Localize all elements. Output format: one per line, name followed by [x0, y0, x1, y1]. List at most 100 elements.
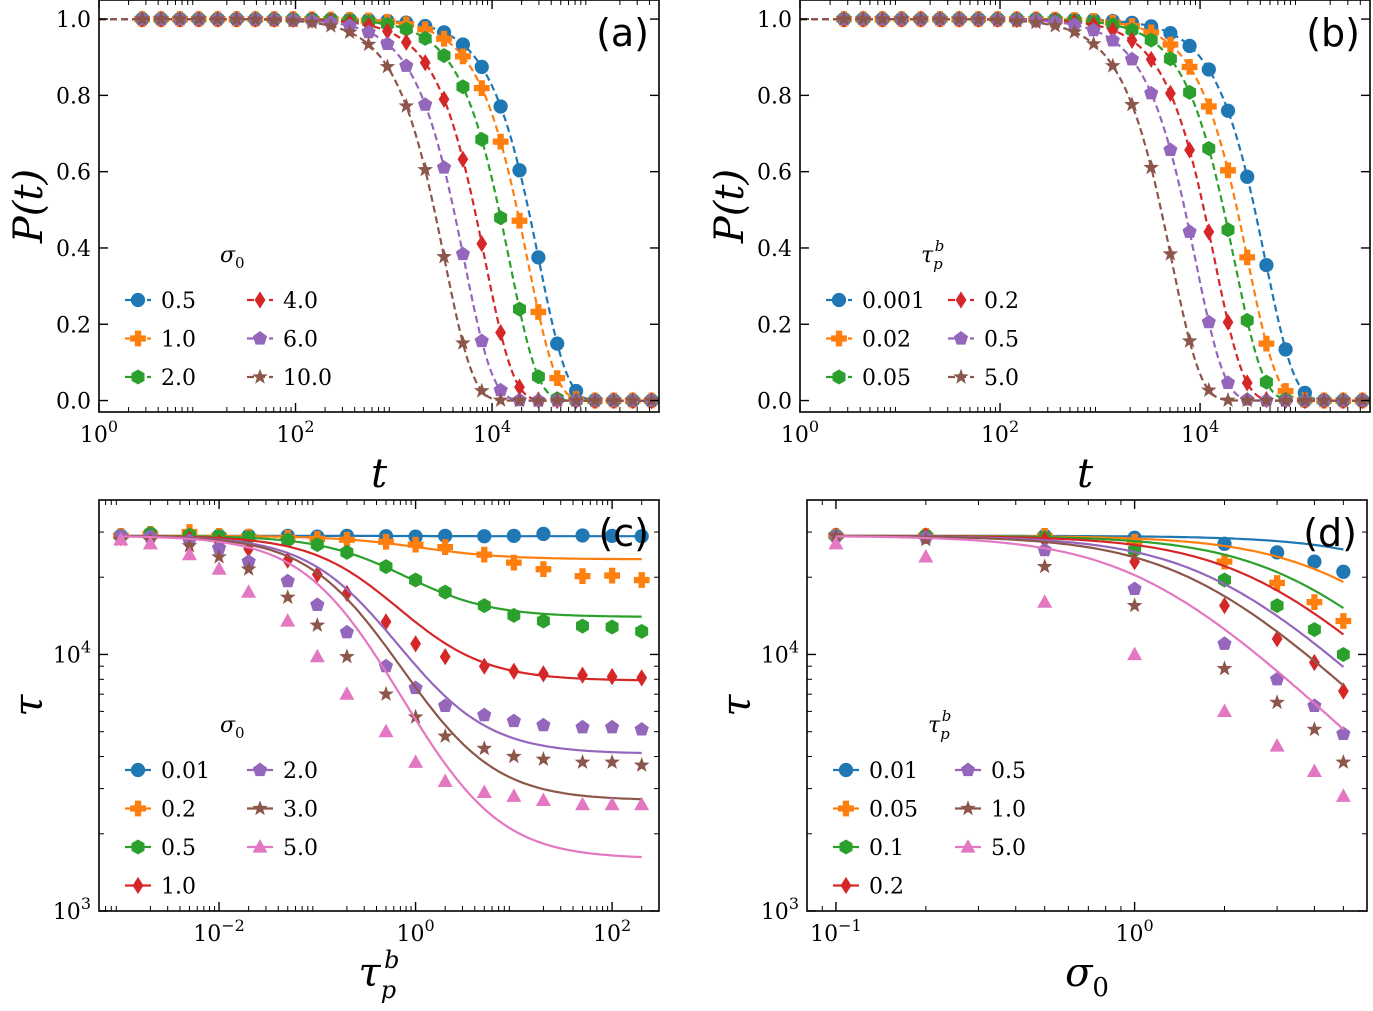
data-point-2.0: [437, 48, 451, 64]
data-point-5.0: [476, 784, 492, 798]
data-point-5.0: [575, 796, 590, 811]
data-point-0.5: [1270, 671, 1285, 686]
data-point-0.1: [1307, 622, 1321, 638]
data-point-1.0: [577, 666, 588, 684]
legend-label: 6.0: [283, 328, 318, 353]
legend-label: 1.0: [161, 875, 196, 900]
data-point-10.0: [587, 392, 603, 408]
legend-item: 5.0: [247, 836, 318, 861]
data-point-0.2: [407, 536, 424, 553]
data-point-2.0: [339, 624, 354, 639]
legend-label: 0.2: [869, 875, 904, 900]
data-point-0.02: [1181, 59, 1198, 75]
legend-label: 0.5: [161, 289, 196, 314]
data-point-0.2: [1309, 653, 1320, 672]
data-point-6.0: [361, 24, 376, 39]
legend: τpb 0.001 0.02 0.05 0.2 0.5 5.0: [826, 237, 1019, 391]
legend-label: 0.5: [991, 759, 1026, 784]
legend-label: 0.001: [862, 289, 925, 314]
legend-item: 0.5: [125, 289, 196, 314]
data-point-5.0: [1277, 392, 1294, 408]
legend-title: τpb: [928, 707, 951, 743]
fit-line-5.0: [835, 535, 1345, 731]
data-point-5.0: [951, 11, 967, 26]
data-point-5.0: [280, 613, 296, 627]
panel-b: 100 102 104 0.0 0.2 0.4 0.6 0.8 1.0 (b) t P(t) τpb 0.…: [707, 0, 1371, 497]
series-line-10.0: [99, 18, 659, 402]
data-point-10.0: [473, 382, 490, 398]
data-point-2.0: [634, 722, 649, 736]
legend-label: 5.0: [984, 366, 1019, 391]
data-point-5.0: [1239, 392, 1256, 408]
data-point-6.0: [418, 97, 433, 111]
data-point-5.0: [912, 10, 929, 26]
data-point-0.5: [1307, 698, 1322, 712]
data-point-10.0: [323, 17, 339, 33]
data-point-6.0: [474, 333, 489, 348]
fit-line-0.5: [120, 534, 642, 618]
data-point-0.02: [1258, 335, 1275, 352]
legend-label: 0.5: [161, 836, 196, 861]
data-point-0.5: [512, 163, 527, 178]
x-tick-label: 100: [1116, 916, 1154, 947]
data-point-1.0: [417, 21, 434, 38]
x-tick-label: 102: [276, 417, 314, 448]
data-point-2.0: [399, 21, 413, 37]
legend-item: 0.001: [826, 289, 925, 314]
data-point-0.5: [1127, 581, 1142, 595]
legend-marker: [130, 330, 146, 347]
data-point-3.0: [378, 685, 394, 701]
data-point-0.1: [1270, 598, 1284, 614]
plot-area: [800, 10, 1370, 410]
data-point-0.2: [1107, 21, 1119, 39]
data-point-0.01: [477, 529, 492, 544]
data-point-0.5: [1105, 32, 1120, 47]
data-point-10.0: [134, 10, 150, 26]
data-point-0.02: [1143, 24, 1160, 41]
data-point-5.0: [604, 796, 620, 811]
data-point-10.0: [549, 392, 566, 408]
data-point-0.05: [1259, 374, 1273, 390]
data-point-5.0: [1220, 392, 1236, 407]
legend-label: 5.0: [991, 836, 1026, 861]
y-tick-label: 0.8: [757, 84, 792, 109]
legend-label: 0.05: [869, 798, 918, 823]
data-point-4.0: [382, 22, 393, 40]
data-point-0.01: [604, 528, 620, 543]
data-point-5.0: [1316, 392, 1332, 408]
data-point-0.001: [1240, 169, 1255, 184]
data-point-0.01: [1217, 536, 1232, 551]
legend-marker: [252, 368, 268, 384]
data-point-3.0: [211, 548, 227, 564]
data-point-0.5: [1037, 542, 1052, 557]
legend-marker: [252, 762, 268, 777]
legend-item: 5.0: [948, 366, 1019, 391]
x-tick-label: 100: [781, 417, 819, 448]
data-point-0.01: [506, 528, 521, 543]
data-point-5.0: [918, 549, 934, 563]
data-point-0.5: [550, 336, 565, 351]
data-point-6.0: [455, 246, 470, 261]
data-point-5.0: [113, 531, 129, 546]
data-point-3.0: [506, 748, 522, 764]
data-point-10.0: [360, 36, 377, 52]
data-point-2.0: [438, 698, 453, 712]
legend-marker: [955, 291, 967, 309]
data-point-10.0: [417, 161, 433, 177]
data-point-2.0: [513, 301, 526, 317]
data-point-5.0: [855, 10, 871, 26]
legend-marker: [132, 876, 144, 895]
data-point-5.0: [893, 10, 910, 26]
data-point-1.0: [1335, 754, 1352, 769]
data-point-0.2: [1129, 553, 1140, 571]
data-point-5.0: [1124, 96, 1140, 112]
y-tick-label: 1.0: [56, 8, 91, 33]
data-point-0.5: [379, 559, 393, 575]
data-point-10.0: [436, 248, 452, 264]
y-tick-label: 104: [53, 637, 91, 668]
data-point-5.0: [1335, 788, 1351, 802]
data-point-2.0: [280, 573, 295, 588]
data-point-0.2: [1338, 682, 1349, 700]
data-point-6.0: [380, 36, 395, 50]
